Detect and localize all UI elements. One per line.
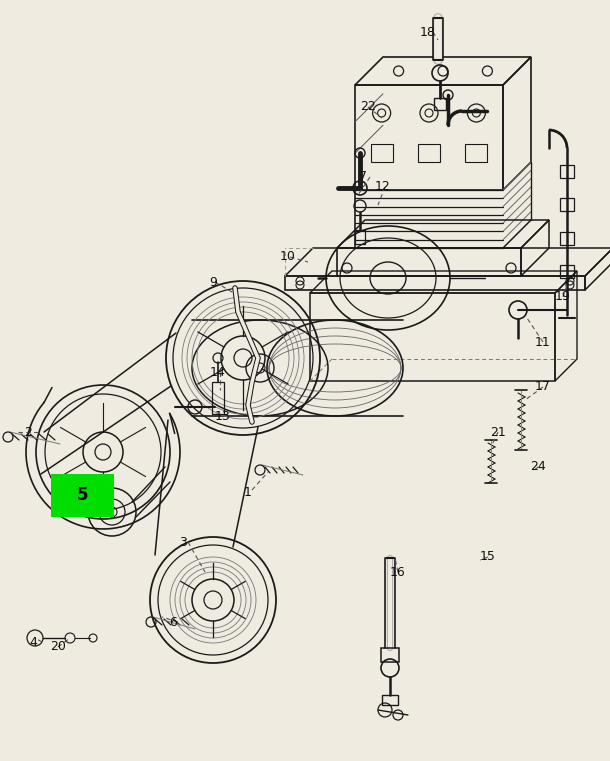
Bar <box>337 248 521 276</box>
Text: 24: 24 <box>530 460 546 473</box>
Text: 3: 3 <box>179 536 187 549</box>
Text: 15: 15 <box>480 550 496 563</box>
Bar <box>51 474 114 517</box>
Text: 10: 10 <box>280 250 296 263</box>
Text: 20: 20 <box>50 641 66 654</box>
Bar <box>371 144 393 162</box>
Bar <box>212 382 224 414</box>
Bar <box>434 98 446 110</box>
Text: 12: 12 <box>375 180 391 193</box>
Bar <box>285 276 585 290</box>
Bar <box>355 85 503 190</box>
Text: 11: 11 <box>535 336 551 349</box>
Text: 9: 9 <box>209 275 217 288</box>
Bar <box>418 144 440 162</box>
Text: 16: 16 <box>390 565 406 578</box>
Bar <box>560 198 574 211</box>
Bar <box>560 265 574 278</box>
Bar <box>560 165 574 178</box>
Text: 19: 19 <box>555 291 571 304</box>
Text: 5: 5 <box>77 486 88 505</box>
Text: 18: 18 <box>420 26 436 39</box>
Text: 13: 13 <box>215 410 231 424</box>
Text: 22: 22 <box>360 100 376 113</box>
Text: 1: 1 <box>244 486 252 498</box>
Text: 14: 14 <box>210 365 226 378</box>
Text: 7: 7 <box>359 170 367 183</box>
Bar <box>560 232 574 245</box>
Text: 17: 17 <box>535 380 551 393</box>
Text: 2: 2 <box>24 425 32 438</box>
Bar <box>465 144 487 162</box>
Bar <box>382 695 398 705</box>
Bar <box>310 293 555 381</box>
Text: 21: 21 <box>490 425 506 438</box>
Bar <box>381 648 399 662</box>
Text: 4: 4 <box>29 635 37 648</box>
Text: 6: 6 <box>169 616 177 629</box>
Bar <box>355 230 365 244</box>
